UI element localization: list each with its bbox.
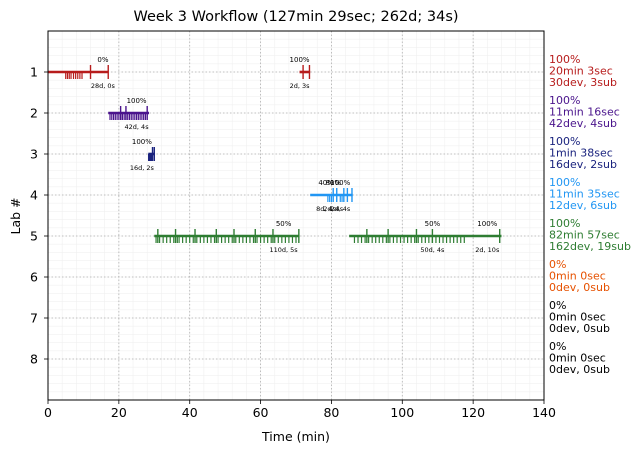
x-tick-label: 40 [182,405,198,420]
lab-4-track: 40% 8d, 4s 80% 2d, 4s 100% 2d, 4s [310,179,353,213]
score-annotation: 100% [132,138,152,146]
axis-layer: 0 20 40 60 80 100 120 140 1 2 3 4 5 6 7 8 [30,65,556,421]
x-tick-label: 140 [532,405,556,420]
summary-line: 100% [549,135,580,148]
count-annotation: 8d, 4s [316,205,337,213]
score-annotation: 80% [325,179,341,187]
data-layer: 0% 28d, 0s 100% 2d, 3s 100% 42d, 4s 100% 16d, 2… [48,56,502,254]
score-annotation: 100% [290,56,310,64]
lab-2-track: 100% 42d, 4s [108,97,149,131]
summary-line: 100% [549,176,580,189]
summary-line: 162dev, 19sub [549,240,631,253]
x-tick-label: 60 [253,405,269,420]
summary-line: 0dev, 0sub [549,363,610,376]
count-annotation: 42d, 4s [125,123,150,131]
score-annotation: 100% [127,97,147,105]
y-tick-label: 4 [30,188,38,203]
summary-line: 82min 57sec [549,229,620,242]
lab-5-track: 50% 110d, 5s 50% 50d, 4s 100% 2d, 10s [154,220,502,254]
summary-line: 12dev, 6sub [549,199,617,212]
y-tick-label: 7 [30,311,38,326]
summary-line: 0dev, 0sub [549,281,610,294]
summary-line: 11min 16sec [549,106,620,119]
chart-title: Week 3 Workflow (127min 29sec; 262d; 34s… [133,9,458,25]
x-tick-label: 20 [111,405,127,420]
count-annotation: 2d, 10s [475,246,500,254]
plot-frame [47,30,545,401]
lab-1-track: 0% 28d, 0s 100% 2d, 3s [48,56,311,90]
y-tick-label: 6 [30,270,38,285]
y-tick-label: 1 [30,65,38,80]
summary-line: 0min 0sec [549,270,606,283]
summary-line: 16dev, 2sub [549,158,617,171]
summary-line: 0% [549,258,566,271]
count-annotation: 28d, 0s [91,82,116,90]
score-annotation: 40% [318,179,334,187]
summary-line: 30dev, 3sub [549,76,617,89]
x-tick-label: 0 [44,405,52,420]
summary-line: 0% [549,299,566,312]
summary-line: 0dev, 0sub [549,322,610,335]
x-tick-label: 80 [323,405,339,420]
count-annotation: 50d, 4s [420,246,445,254]
score-annotation: 100% [330,179,350,187]
x-tick-label: 120 [461,405,485,420]
summary-line: 100% [549,53,580,66]
summary-line: 11min 35sec [549,188,620,201]
y-tick-label: 2 [30,106,38,121]
summary-line: 20min 3sec [549,65,613,78]
y-axis-label: Lab # [8,197,23,234]
score-annotation: 100% [477,220,497,228]
y-tick-label: 3 [30,147,38,162]
count-annotation: 2d, 4s [330,205,351,213]
score-annotation: 50% [276,220,292,228]
count-annotation: 110d, 5s [270,246,299,254]
lab-3-track: 100% 16d, 2s [130,138,155,172]
y-tick-label: 8 [30,352,38,367]
summary-line: 1min 38sec [549,147,613,160]
x-axis-label: Time (min) [261,429,330,444]
summary-line: 42dev, 4sub [549,117,617,130]
score-annotation: 0% [97,56,108,64]
summary-line: 0% [549,340,566,353]
count-annotation: 2d, 3s [290,82,311,90]
score-annotation: 50% [425,220,441,228]
summary-line: 100% [549,217,580,230]
summary-line: 0min 0sec [549,352,606,365]
x-tick-label: 100 [390,405,414,420]
summary-line: 0min 0sec [549,311,606,324]
y-tick-label: 5 [30,229,38,244]
summary-line: 100% [549,94,580,107]
count-annotation: 2d, 4s [323,205,344,213]
count-annotation: 16d, 2s [130,164,155,172]
